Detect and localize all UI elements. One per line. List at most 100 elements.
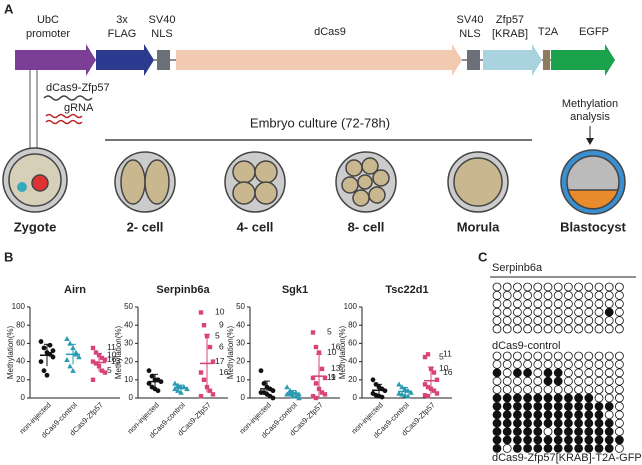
data-point	[210, 392, 216, 397]
cpg-site	[564, 290, 573, 300]
y-tick-label: 0	[129, 393, 134, 402]
cpg-site	[594, 435, 604, 445]
cpg-site	[584, 443, 594, 453]
cpg-site	[594, 307, 604, 317]
chart-title: Tsc22d1	[385, 284, 428, 296]
cpg-site	[604, 427, 614, 437]
data-point	[322, 392, 328, 397]
data-point	[431, 370, 437, 375]
construct-element	[543, 50, 550, 70]
chart-title: Airn	[64, 284, 86, 296]
cpg-site	[502, 385, 512, 395]
cpg-site	[502, 290, 512, 300]
cpg-site	[574, 410, 583, 420]
data-point	[64, 356, 70, 362]
cpg-site	[492, 359, 502, 369]
y-tick-label: 20	[236, 357, 245, 366]
cpg-site	[553, 316, 563, 326]
cpg-site	[523, 359, 532, 369]
cpg-site	[492, 401, 502, 411]
data-point	[261, 381, 267, 386]
panel-label: B	[4, 249, 13, 264]
data-point	[41, 368, 47, 374]
cpg-site	[594, 316, 604, 326]
construct-label: FLAG	[108, 28, 137, 40]
data-point	[175, 387, 181, 393]
y-axis-label: Methylation(%)	[226, 325, 235, 379]
cpg-site	[523, 410, 532, 420]
data-point	[47, 342, 53, 348]
cpg-site	[502, 316, 512, 326]
cpg-site	[553, 282, 563, 292]
cpg-site	[513, 393, 522, 403]
cpg-site	[533, 443, 543, 453]
arrow-head	[586, 138, 594, 145]
cpg-site	[553, 351, 563, 361]
cpg-site	[594, 299, 604, 309]
y-tick-label: 10	[124, 375, 133, 384]
cpg-site	[523, 435, 532, 445]
cpg-site	[604, 443, 614, 453]
y-tick-label: 60	[348, 339, 357, 348]
cpg-site	[502, 393, 512, 403]
cpg-site	[543, 290, 553, 300]
data-point	[370, 377, 376, 383]
cpg-site	[564, 299, 573, 309]
cpg-site	[513, 376, 522, 386]
data-point	[102, 357, 108, 362]
cpg-site	[604, 290, 614, 300]
y-tick-label: 10	[236, 375, 245, 384]
data-point	[434, 377, 440, 382]
cpg-site	[594, 324, 604, 334]
data-point	[422, 354, 428, 360]
cpg-site	[615, 282, 624, 292]
cpg-site	[604, 324, 614, 334]
cpg-site	[492, 385, 502, 395]
data-point	[258, 368, 264, 374]
y-axis-label: Methylation(%)	[6, 325, 15, 379]
cpg-site	[584, 385, 594, 395]
data-point	[425, 384, 431, 390]
cpg-site	[574, 393, 583, 403]
data-point	[90, 345, 96, 351]
cpg-site	[584, 316, 594, 326]
cpg-site	[564, 443, 573, 453]
cpg-site	[533, 427, 543, 437]
cpg-site	[604, 299, 614, 309]
cpg-site	[502, 376, 512, 386]
cpg-site	[533, 316, 543, 326]
construct-label: EGFP	[579, 26, 609, 38]
cpg-site	[604, 376, 614, 386]
cpg-site	[615, 427, 624, 437]
cpg-site	[533, 324, 543, 334]
point-label: 9	[331, 372, 336, 382]
y-tick-label: 0	[353, 393, 358, 402]
cpg-site	[604, 418, 614, 428]
point-label: 5	[107, 365, 112, 375]
y-tick-label: 40	[348, 357, 357, 366]
cpg-site	[584, 376, 594, 386]
y-tick-label: 100	[12, 302, 26, 311]
cpg-site	[564, 376, 573, 386]
cpg-site	[584, 368, 594, 378]
cpg-site	[615, 359, 624, 369]
construct-element	[96, 44, 154, 76]
data-point	[422, 382, 428, 387]
cpg-site	[533, 290, 543, 300]
construct-element	[157, 50, 170, 70]
data-point	[405, 393, 411, 399]
y-axis-label: Methylation(%)	[114, 325, 123, 379]
data-point	[149, 373, 155, 379]
y-tick-label: 20	[124, 357, 133, 366]
stage-label: Morula	[457, 219, 500, 234]
gene-label: Serpinb6a	[492, 262, 543, 274]
data-point	[319, 366, 325, 372]
y-axis-label: Methylation(%)	[338, 325, 347, 379]
cpg-site	[564, 316, 573, 326]
cpg-site	[564, 307, 573, 317]
cpg-site	[604, 410, 614, 420]
cpg-site	[543, 393, 553, 403]
cpg-site	[574, 351, 583, 361]
cpg-site	[492, 435, 502, 445]
stage-label: 8- cell	[348, 219, 385, 234]
